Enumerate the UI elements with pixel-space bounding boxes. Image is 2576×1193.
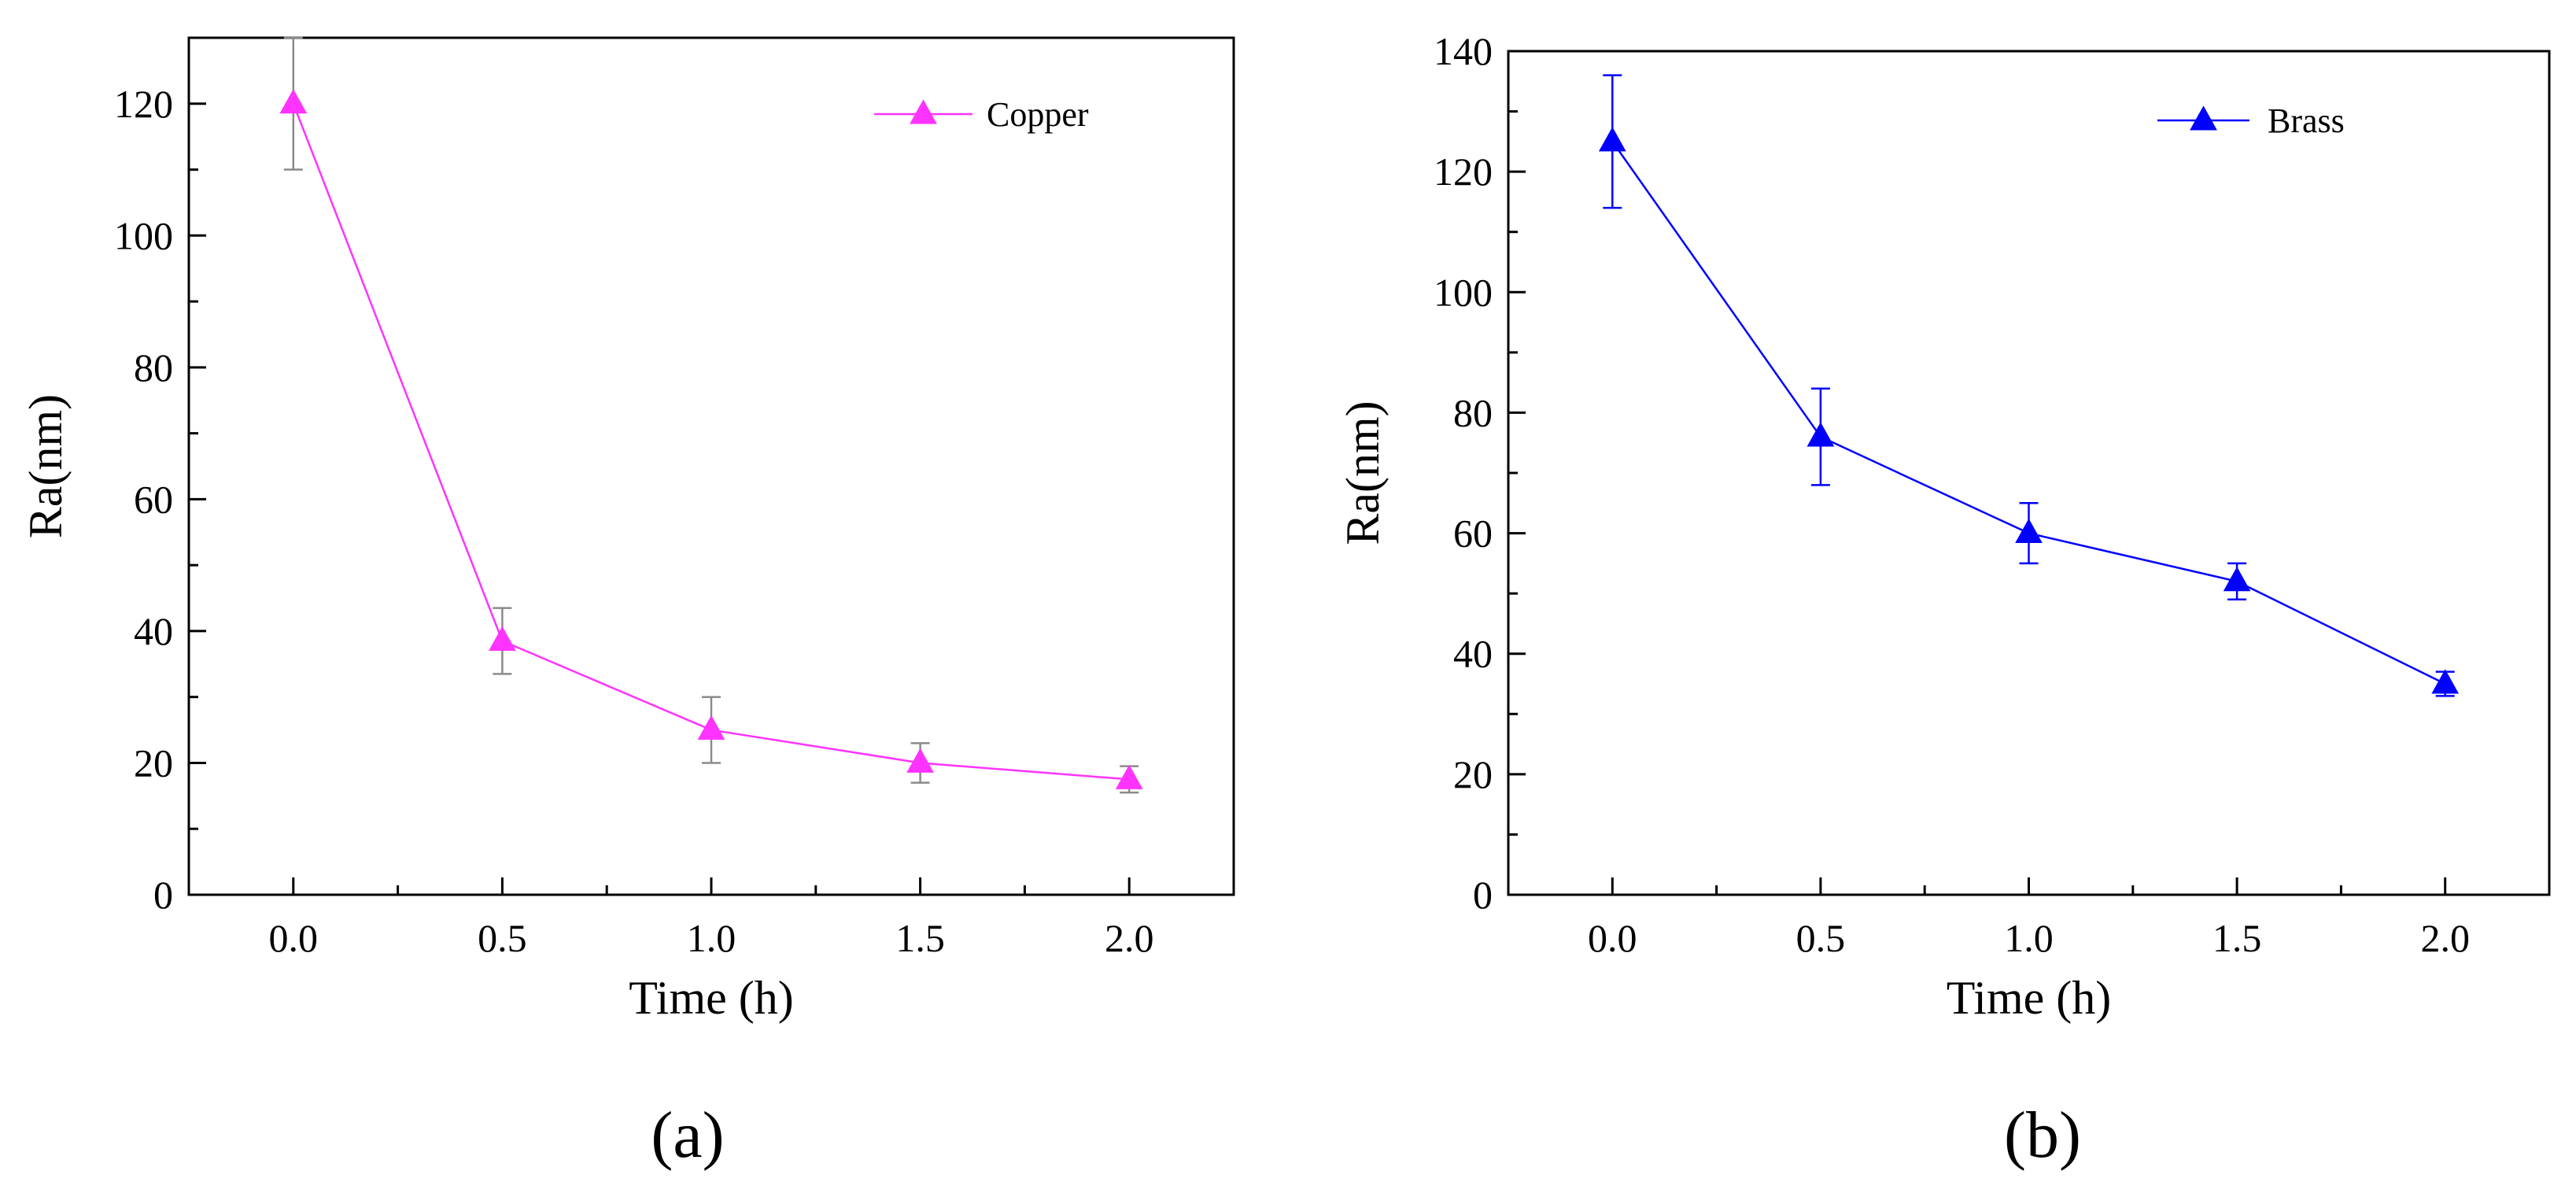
data-point-marker [1807,422,1835,447]
legend-label: Brass [2268,102,2345,140]
y-tick-label: 60 [134,477,173,521]
data-point-marker [2431,669,2460,694]
data-point-marker [697,715,725,741]
legend-marker [910,99,937,124]
y-tick-label: 80 [134,345,173,390]
chart-panel-b: 0.0 0.5 1.0 1.5 2.0 0 20 40 60 80 100 120 140 Time (h… [1337,29,2551,1172]
y-axis-title: Ra(nm) [20,394,72,538]
data-point-marker [489,626,516,651]
data-point-marker [279,89,308,114]
legend-label: Copper [987,95,1089,134]
x-tick-label: 0.0 [1588,916,1637,960]
y-tick-label: 20 [134,741,173,785]
x-tick-label: 0.5 [1796,916,1846,960]
data-point-marker [906,748,934,773]
y-tick-label: 120 [114,82,173,126]
x-axis-title: Time (h) [629,972,793,1024]
x-tick-label: 2.0 [2420,916,2470,960]
series-line [1611,141,2446,685]
x-tick-label: 2.0 [1105,916,1154,960]
y-tick-label: 0 [153,873,173,917]
y-tick-label: 0 [1473,873,1493,917]
x-tick-label: 1.5 [895,916,945,960]
data-point-marker [1115,764,1143,789]
series-line [292,103,1130,781]
data-point-marker [2223,567,2251,592]
y-tick-label: 20 [1453,752,1493,796]
chart-panel-a: 0.0 0.5 1.0 1.5 2.0 0 20 40 60 80 100 120 Time (h) Ra… [20,36,1235,1172]
panel-label: (b) [2004,1099,2081,1172]
y-tick-label: 100 [114,213,173,257]
x-tick-label: 0.5 [478,916,527,960]
plot-frame [1507,50,2551,896]
y-tick-label: 140 [1434,29,1493,73]
y-axis-title: Ra(nm) [1337,401,1389,545]
y-tick-label: 40 [134,609,173,653]
x-tick-label: 1.5 [2212,916,2262,960]
plot-frame [187,36,1235,896]
data-point-marker [2015,518,2043,544]
legend-marker [2190,105,2217,131]
panel-label: (a) [651,1099,724,1172]
x-tick-label: 0.0 [269,916,319,960]
y-tick-label: 100 [1434,270,1493,314]
y-tick-label: 120 [1434,150,1493,194]
x-tick-label: 1.0 [2004,916,2054,960]
y-tick-label: 40 [1453,632,1493,676]
x-axis-title: Time (h) [1947,972,2111,1024]
data-point-marker [1598,127,1626,152]
x-tick-label: 1.0 [687,916,736,960]
y-tick-label: 80 [1453,390,1493,434]
y-tick-label: 60 [1453,512,1493,556]
